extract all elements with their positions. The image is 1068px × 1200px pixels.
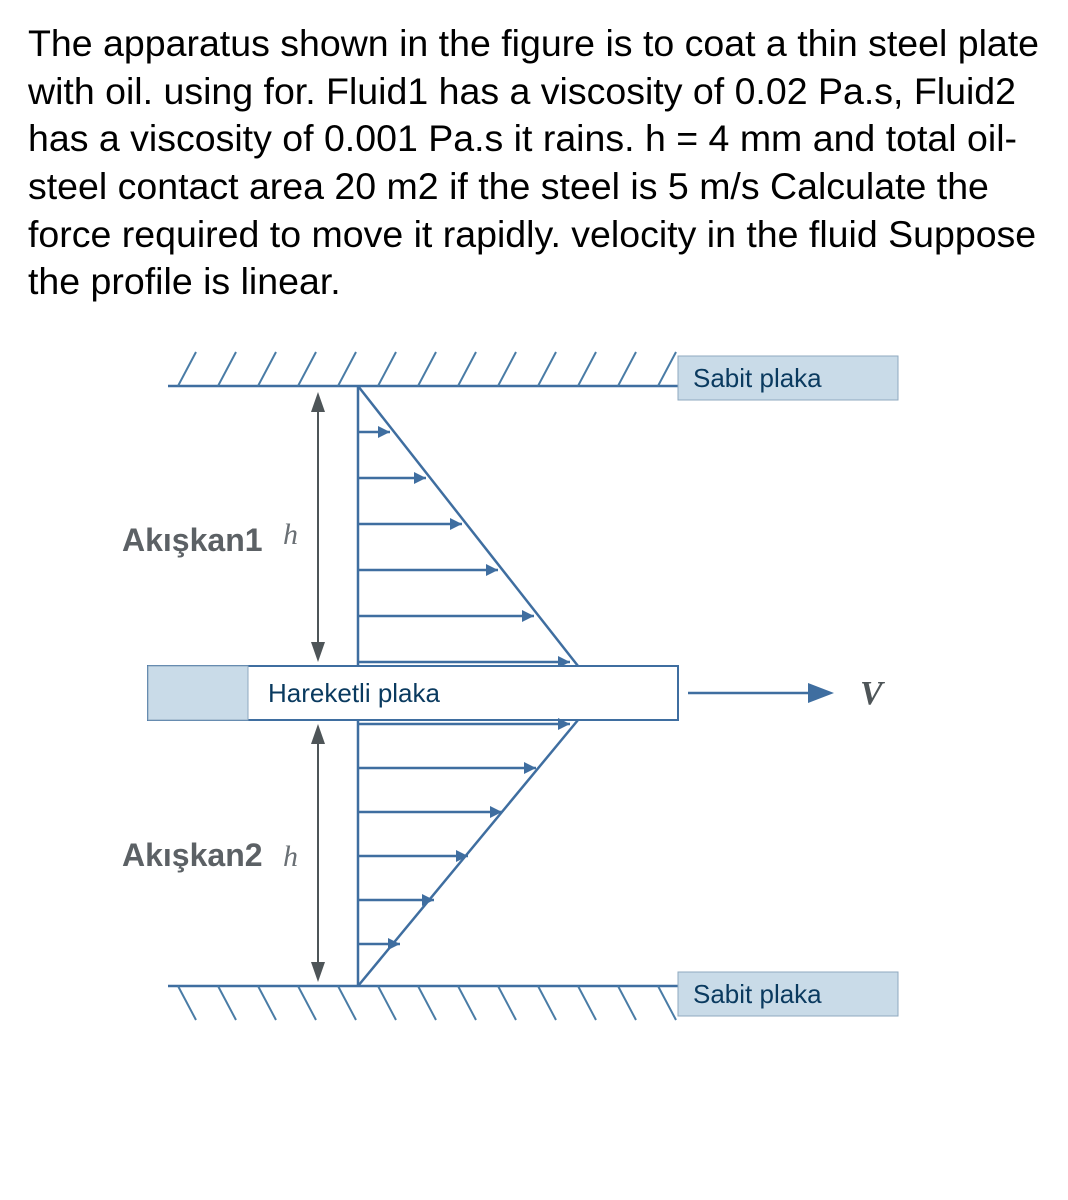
fluid1-gap-dim: h (283, 392, 325, 662)
bottom-fixed-plate-hatching (168, 986, 678, 1020)
fluid2-gap-label: h (283, 840, 298, 873)
fluid1-velocity-profile (358, 386, 578, 668)
fluid2-velocity-profile (358, 718, 578, 986)
bottom-fixed-plate-label: Sabit plaka (693, 979, 822, 1009)
fluid1-gap-label: h (283, 518, 298, 551)
problem-statement: The apparatus shown in the figure is to … (28, 20, 1040, 306)
fluid1-label: Akışkan1 (122, 522, 263, 558)
fluid2-gap-dim: h (283, 724, 325, 982)
apparatus-diagram: Sabit plaka Akışkan1 h Hareketli plaka V (118, 346, 978, 1066)
velocity-label: V (860, 675, 885, 712)
top-fixed-plate-label: Sabit plaka (693, 363, 822, 393)
moving-plate-label: Hareketli plaka (268, 678, 441, 708)
figure: Sabit plaka Akışkan1 h Hareketli plaka V (118, 346, 978, 1066)
moving-plate: Hareketli plaka V (148, 666, 885, 720)
top-fixed-plate-hatching (168, 352, 678, 386)
fluid2-label: Akışkan2 (122, 837, 263, 873)
